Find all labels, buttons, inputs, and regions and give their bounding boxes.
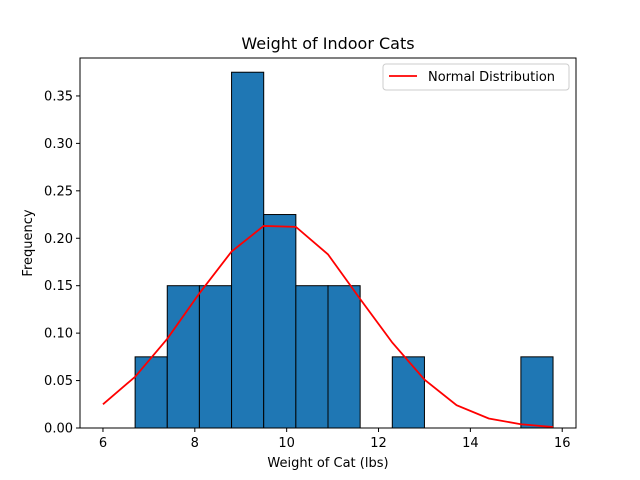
x-axis-label: Weight of Cat (lbs) xyxy=(267,456,388,471)
histogram-bars xyxy=(134,71,554,429)
x-tick-label-3: 12 xyxy=(370,436,387,451)
x-tick-label-5: 16 xyxy=(554,436,571,451)
x-tick-label-4: 14 xyxy=(462,436,479,451)
series-lines xyxy=(102,225,554,428)
plot-frame xyxy=(79,57,577,429)
series-line-0 xyxy=(102,225,554,428)
y-tick-label-0: 0.00 xyxy=(44,422,73,437)
x-tick-label-2: 10 xyxy=(278,436,295,451)
y-tick-label-5: 0.25 xyxy=(44,184,73,199)
y-tick-label-1: 0.05 xyxy=(44,374,73,389)
y-tick-label-4: 0.20 xyxy=(44,232,73,247)
y-tick-label-2: 0.10 xyxy=(44,327,73,342)
histogram-bar-4 xyxy=(263,214,297,429)
x-tick-label-1: 8 xyxy=(191,436,199,451)
histogram-bar-7 xyxy=(391,356,425,429)
y-tick-label-3: 0.15 xyxy=(44,279,73,294)
histogram-bar-6 xyxy=(327,285,361,429)
histogram-bar-8 xyxy=(520,356,554,429)
legend-box xyxy=(382,63,570,91)
legend-label-normal-distribution: Normal Distribution xyxy=(428,70,555,85)
histogram-bar-2 xyxy=(198,285,233,429)
x-axis: 6 8 10 12 14 16 xyxy=(99,428,571,451)
y-axis-label: Frequency xyxy=(21,209,36,276)
y-tick-label-6: 0.30 xyxy=(44,137,73,152)
histogram-bar-5 xyxy=(295,285,329,429)
histogram-bar-3 xyxy=(231,71,265,429)
legend: Normal Distribution xyxy=(382,63,570,91)
chart-title: Weight of Indoor Cats xyxy=(241,34,414,53)
histogram-bar-1 xyxy=(166,285,200,429)
y-tick-label-7: 0.35 xyxy=(44,89,73,104)
x-tick-label-0: 6 xyxy=(99,436,107,451)
histogram-bar-0 xyxy=(134,356,168,429)
y-axis: 0.00 0.05 0.10 0.15 0.20 0.25 0.30 0.35 xyxy=(44,89,80,437)
